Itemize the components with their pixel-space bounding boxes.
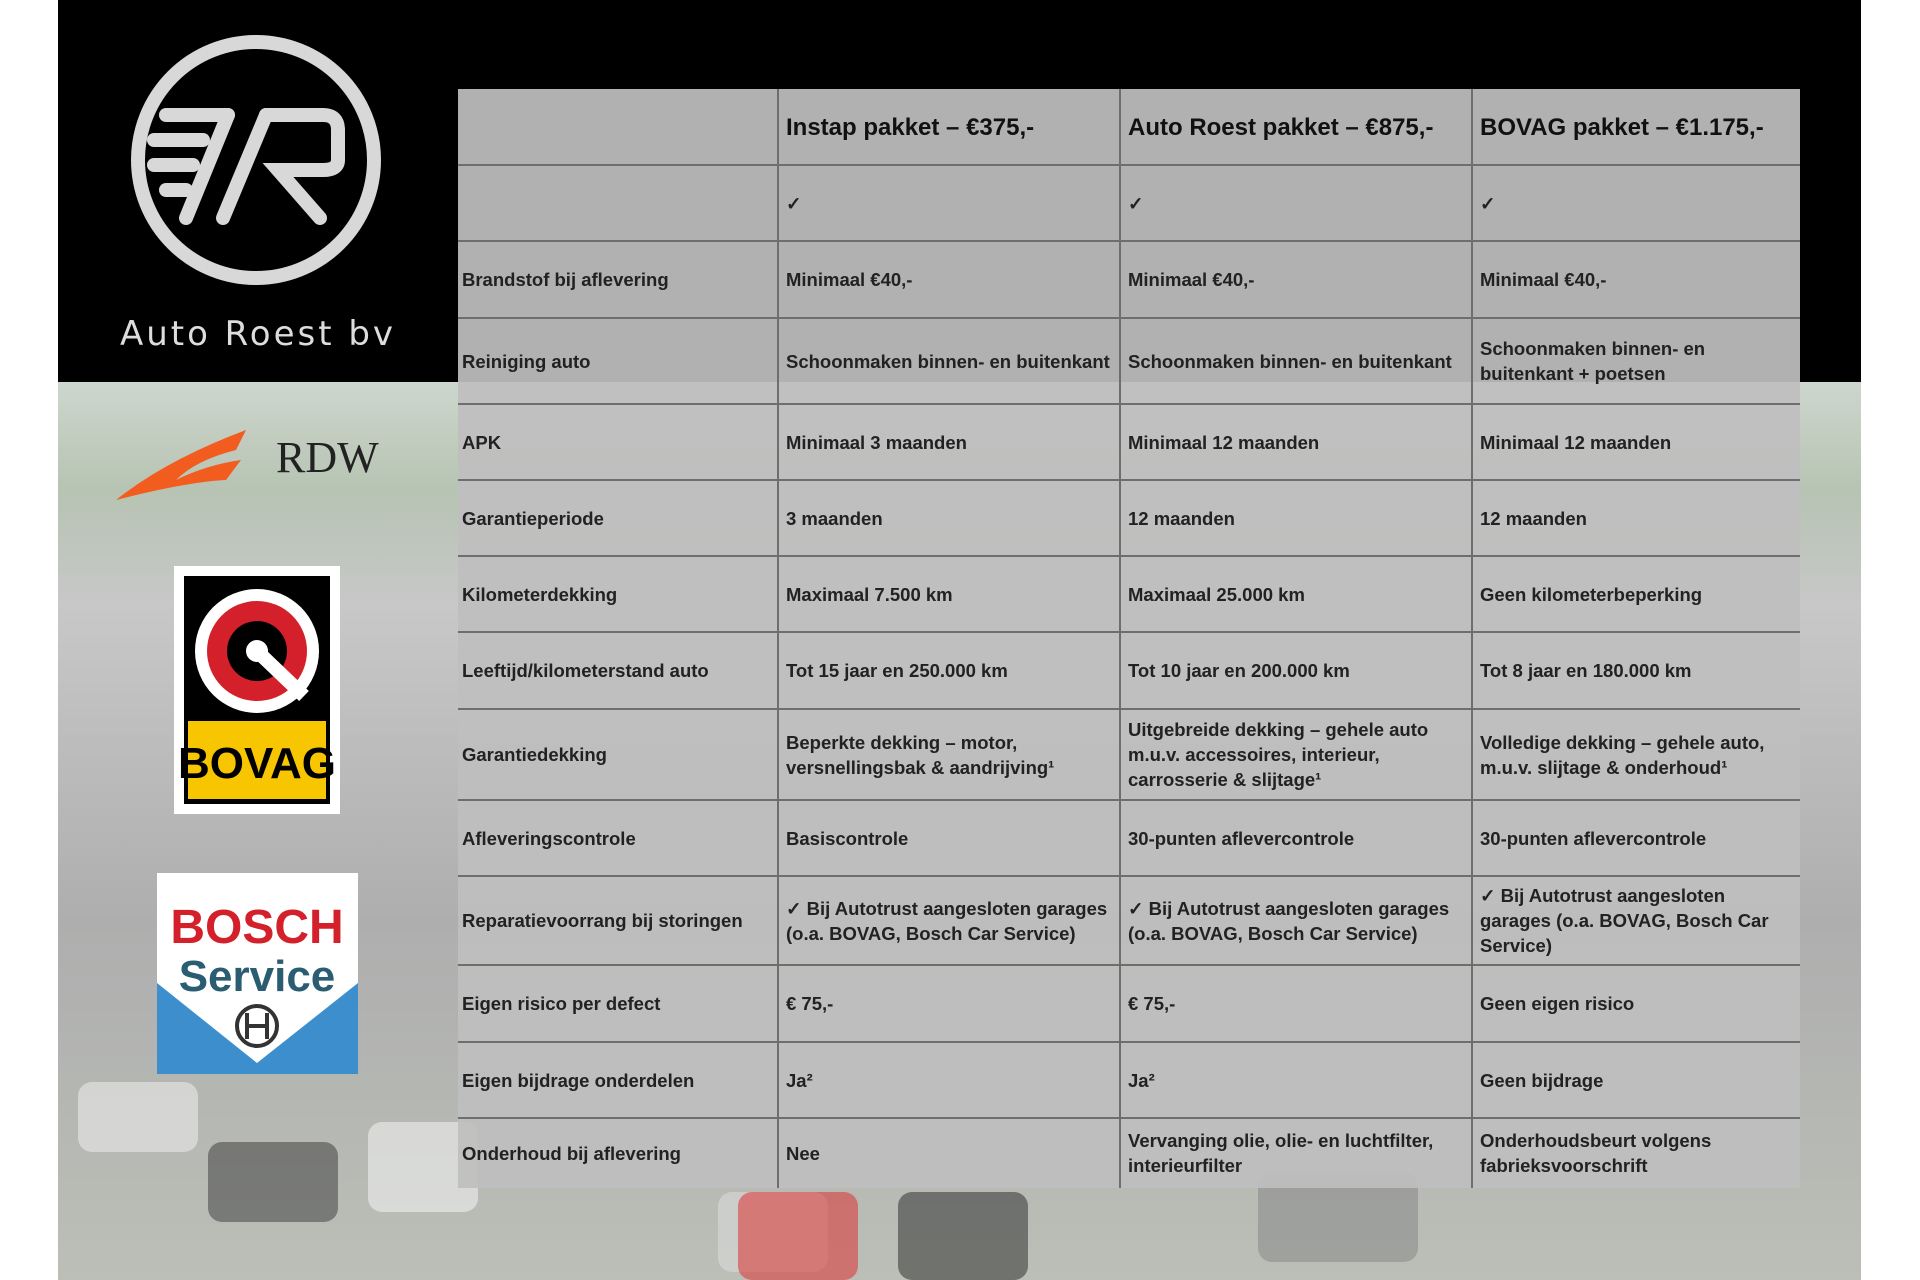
- row-divider: [458, 555, 1800, 557]
- table-cell: € 75,-: [1128, 993, 1176, 1014]
- table-cell: ✓ Bij Autotrust aangesloten garages (o.a…: [1128, 897, 1450, 944]
- table-cell: Volledige dekking – gehele auto, m.u.v. …: [1480, 731, 1765, 778]
- table-cell: Nee: [786, 1142, 820, 1164]
- table-cell: Minimaal 12 maanden: [1480, 431, 1672, 453]
- row-label: Onderhoud bij aflevering: [462, 1142, 681, 1164]
- row-divider: [458, 317, 1800, 319]
- row-label: Eigen risico per defect: [462, 993, 661, 1014]
- table-cell: Tot 10 jaar en 200.000 km: [1128, 660, 1350, 681]
- bosch-service-logo: BOSCH Service: [157, 873, 358, 1074]
- row-divider: [458, 240, 1800, 242]
- table-cell: Minimaal €40,-: [1480, 269, 1607, 290]
- table-cell: Geen eigen risico: [1480, 993, 1635, 1014]
- row-divider: [458, 799, 1800, 801]
- table-cell: Geen kilometerbeperking: [1480, 583, 1703, 605]
- table-header-cell: Auto Roest pakket – €875,-: [1128, 113, 1434, 141]
- table-cell: Schoonmaken binnen- en buitenkant: [1128, 350, 1452, 372]
- table-header-cell: [458, 89, 772, 165]
- row-divider: [458, 1117, 1800, 1119]
- table-cell: Tot 15 jaar en 250.000 km: [786, 660, 1008, 681]
- row-label: APK: [462, 431, 502, 453]
- table-cell: Minimaal €40,-: [786, 269, 913, 290]
- row-divider: [458, 164, 1800, 166]
- row-label: Brandstof bij aflevering: [462, 269, 669, 290]
- table-header-cell: Instap pakket – €375,-: [786, 113, 1035, 141]
- table-cell: € 75,-: [786, 993, 834, 1014]
- table-cell: Vervanging olie, olie- en luchtfilter, i…: [1128, 1130, 1434, 1176]
- row-divider: [458, 403, 1800, 405]
- column-divider: [1119, 89, 1121, 1188]
- table-cell: ✓: [1480, 192, 1496, 214]
- table-cell: ✓ Bij Autotrust aangesloten garages (o.a…: [786, 897, 1108, 944]
- row-label: Kilometerdekking: [462, 583, 618, 605]
- bosch-text: BOSCH: [170, 901, 343, 954]
- table-cell: 30-punten aflevercontrole: [1128, 827, 1355, 849]
- bovag-text: BOVAG: [178, 739, 336, 788]
- table-cell: ✓ Bij Autotrust aangesloten garages (o.a…: [1480, 885, 1769, 956]
- rdw-text: RDW: [276, 433, 379, 482]
- table-cell: 12 maanden: [1480, 507, 1587, 529]
- table-cell: Tot 8 jaar en 180.000 km: [1480, 660, 1692, 681]
- auto-roest-logo: [131, 35, 381, 285]
- table-cell: Schoonmaken binnen- en buitenkant + poet…: [1480, 338, 1706, 384]
- package-comparison-table: Instap pakket – €375,- Auto Roest pakket …: [458, 89, 1800, 1188]
- table-cell: Geen bijdrage: [1480, 1069, 1604, 1091]
- table-cell: Maximaal 25.000 km: [1128, 583, 1305, 605]
- row-divider: [458, 631, 1800, 633]
- table-cell: ✓: [1128, 192, 1144, 214]
- table-cell: Uitgebreide dekking – gehele auto m.u.v.…: [1128, 719, 1429, 790]
- row-divider: [458, 1041, 1800, 1043]
- row-divider: [458, 964, 1800, 966]
- row-label: Garantieperiode: [462, 507, 604, 529]
- row-label: Eigen bijdrage onderdelen: [462, 1069, 695, 1091]
- column-divider: [777, 89, 779, 1188]
- row-label: Reiniging auto: [462, 350, 591, 372]
- row-divider: [458, 708, 1800, 710]
- row-label: Afleveringscontrole: [462, 827, 636, 849]
- row-divider: [458, 479, 1800, 481]
- table-cell: Schoonmaken binnen- en buitenkant: [786, 350, 1110, 372]
- table-cell: Minimaal 12 maanden: [1128, 431, 1320, 453]
- bovag-logo: BOVAG: [174, 566, 340, 814]
- table-cell: Maximaal 7.500 km: [786, 583, 953, 605]
- table-header-cell: BOVAG pakket – €1.175,-: [1480, 113, 1764, 141]
- table-cell: Basiscontrole: [786, 827, 909, 849]
- table-cell: Minimaal 3 maanden: [786, 431, 967, 453]
- column-divider: [1471, 89, 1473, 1188]
- rdw-logo: RDW: [116, 430, 379, 500]
- table-cell: 30-punten aflevercontrole: [1480, 827, 1707, 849]
- table-cell: Beperkte dekking – motor, versnellingsba…: [786, 731, 1055, 778]
- row-label: Leeftijd/kilometerstand auto: [462, 660, 709, 681]
- table-cell: Onderhoudsbeurt volgens fabrieksvoorschr…: [1480, 1130, 1712, 1176]
- brand-name: Auto Roest bv: [119, 314, 397, 354]
- row-label: Reparatievoorrang bij storingen: [462, 910, 743, 931]
- table-cell: Ja²: [1128, 1069, 1155, 1091]
- row-divider: [458, 875, 1800, 877]
- service-text: Service: [179, 952, 336, 1001]
- table-cell: 3 maanden: [786, 507, 883, 529]
- table-cell: 12 maanden: [1128, 507, 1235, 529]
- table-cell: ✓: [786, 192, 802, 214]
- row-label: Garantiedekking: [462, 744, 607, 765]
- row-label: [458, 165, 772, 241]
- table-cell: Minimaal €40,-: [1128, 269, 1255, 290]
- table-cell: Ja²: [786, 1069, 813, 1091]
